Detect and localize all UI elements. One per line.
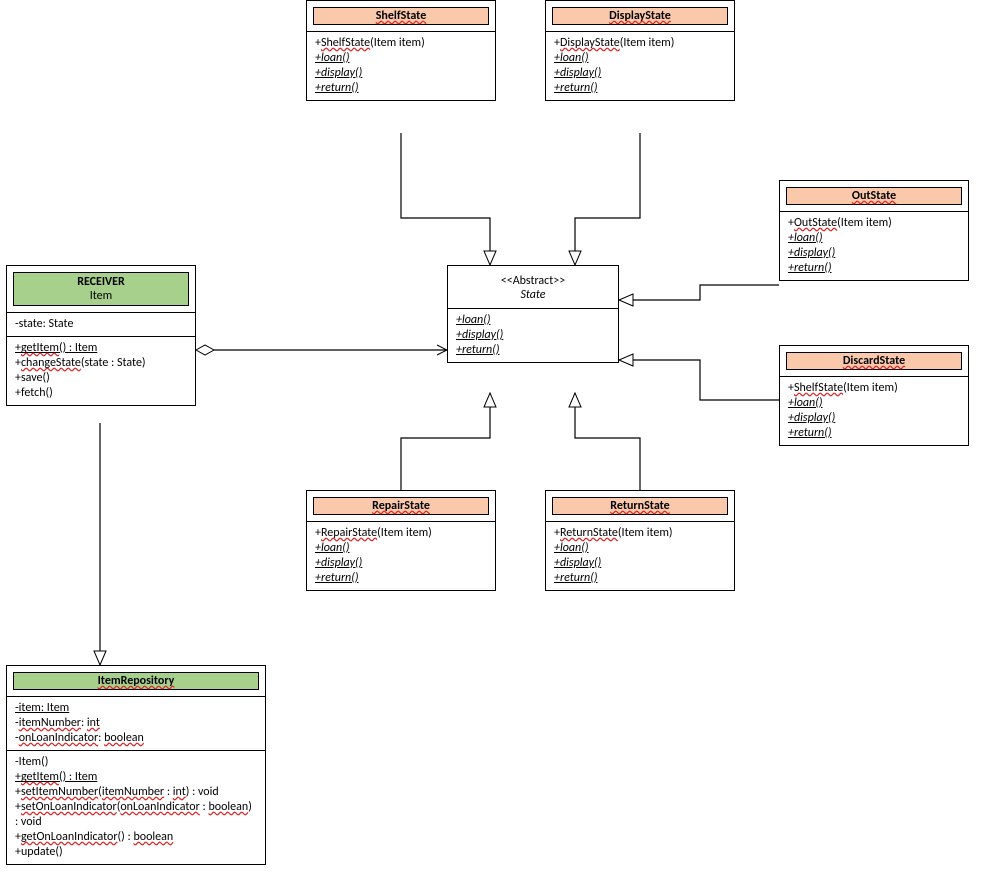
op: +ShelfState(Item item): [788, 381, 960, 396]
op: +getItem() : Item: [15, 341, 187, 356]
op: +OutState(Item item): [788, 216, 960, 231]
op: +setItemNumber(itemNumber : int) : void: [15, 785, 257, 800]
class-title-text: DisplayState: [609, 9, 671, 23]
class-itemrepository: ItemRepository -item: Item -itemNumber: …: [6, 665, 266, 865]
op: +loan(): [788, 231, 960, 246]
class-title: RepairState: [313, 497, 489, 515]
stereotype: <<Abstract>>: [456, 274, 610, 288]
class-receiver-item: RECEIVER Item -state: State +getItem() :…: [6, 265, 196, 406]
op: +return(): [788, 261, 960, 276]
ops-section: +OutState(Item item) +loan() +display() …: [780, 211, 968, 280]
class-discardstate: DiscardState +ShelfState(Item item) +loa…: [779, 345, 969, 446]
op: +RepairState(Item item): [315, 526, 487, 541]
class-title: ItemRepository: [13, 672, 259, 690]
op: +getItem() : Item: [15, 770, 257, 785]
op: +display(): [315, 556, 487, 571]
op: +loan(): [554, 541, 726, 556]
attr: -onLoanIndicator: boolean: [15, 731, 257, 746]
ops-section: +ReturnState(Item item) +loan() +display…: [546, 521, 734, 590]
ops-section: +ShelfState(Item item) +loan() +display(…: [307, 31, 495, 100]
op: +display(): [788, 246, 960, 261]
class-title-text: DiscardState: [843, 354, 905, 368]
op: +return(): [788, 426, 960, 441]
op: +loan(): [788, 396, 960, 411]
class-displaystate: DisplayState +DisplayState(Item item) +l…: [545, 0, 735, 101]
op: +update(): [15, 845, 257, 860]
op: +DisplayState(Item item): [554, 36, 726, 51]
class-title-text: RepairState: [372, 499, 430, 513]
op: +display(): [788, 411, 960, 426]
class-title-text: ItemRepository: [98, 674, 175, 688]
op: +return(): [315, 81, 487, 96]
class-returnstate: ReturnState +ReturnState(Item item) +loa…: [545, 490, 735, 591]
op: +ReturnState(Item item): [554, 526, 726, 541]
op: +display(): [315, 66, 487, 81]
op: +return(): [315, 571, 487, 586]
class-title: ReturnState: [552, 497, 728, 515]
op: +return(): [456, 343, 610, 358]
ops-section: +getItem() : Item +changeState(state : S…: [7, 336, 195, 405]
diagram-canvas: ShelfState +ShelfState(Item item) +loan(…: [0, 0, 1002, 883]
class-header: <<Abstract>> State: [448, 266, 618, 308]
class-state: <<Abstract>> State +loan() +display() +r…: [447, 265, 619, 363]
class-outstate: OutState +OutState(Item item) +loan() +d…: [779, 180, 969, 281]
class-title-text: ShelfState: [376, 9, 426, 23]
op: +display(): [554, 66, 726, 81]
class-title: DisplayState: [552, 7, 728, 25]
op: +loan(): [315, 541, 487, 556]
op: -Item(): [15, 755, 257, 770]
attrs-section: -item: Item -itemNumber: int -onLoanIndi…: [7, 696, 265, 750]
ops-section: +RepairState(Item item) +loan() +display…: [307, 521, 495, 590]
op: +loan(): [315, 51, 487, 66]
class-title: RECEIVER Item: [13, 272, 189, 306]
ops-section: +ShelfState(Item item) +loan() +display(…: [780, 376, 968, 445]
op: +changeState(state : State): [15, 356, 187, 371]
op: +return(): [554, 81, 726, 96]
class-repairstate: RepairState +RepairState(Item item) +loa…: [306, 490, 496, 591]
op: +getOnLoanIndicator() : boolean: [15, 830, 257, 845]
class-name: Item: [14, 289, 188, 303]
op: +setOnLoanIndicator(onLoanIndicator : bo…: [15, 800, 257, 830]
op: +fetch(): [15, 386, 187, 401]
class-title-text: OutState: [852, 189, 896, 203]
ops-section: -Item() +getItem() : Item +setItemNumber…: [7, 750, 265, 864]
op: +loan(): [554, 51, 726, 66]
ops-section: +loan() +display() +return(): [448, 308, 618, 362]
attrs-section: -state: State: [7, 312, 195, 336]
op: +display(): [554, 556, 726, 571]
class-title: ShelfState: [313, 7, 489, 25]
op: +ShelfState(Item item): [315, 36, 487, 51]
attr: -state: State: [15, 317, 187, 332]
class-title-text: ReturnState: [610, 499, 669, 513]
attr: -item: Item: [15, 701, 257, 716]
class-shelfstate: ShelfState +ShelfState(Item item) +loan(…: [306, 0, 496, 101]
attr: -itemNumber: int: [15, 716, 257, 731]
op: +display(): [456, 328, 610, 343]
op: +return(): [554, 571, 726, 586]
ops-section: +DisplayState(Item item) +loan() +displa…: [546, 31, 734, 100]
stereotype: RECEIVER: [14, 275, 188, 289]
op: +loan(): [456, 313, 610, 328]
class-title: OutState: [786, 187, 962, 205]
op: +save(): [15, 371, 187, 386]
class-name: State: [456, 288, 610, 302]
class-title: DiscardState: [786, 352, 962, 370]
